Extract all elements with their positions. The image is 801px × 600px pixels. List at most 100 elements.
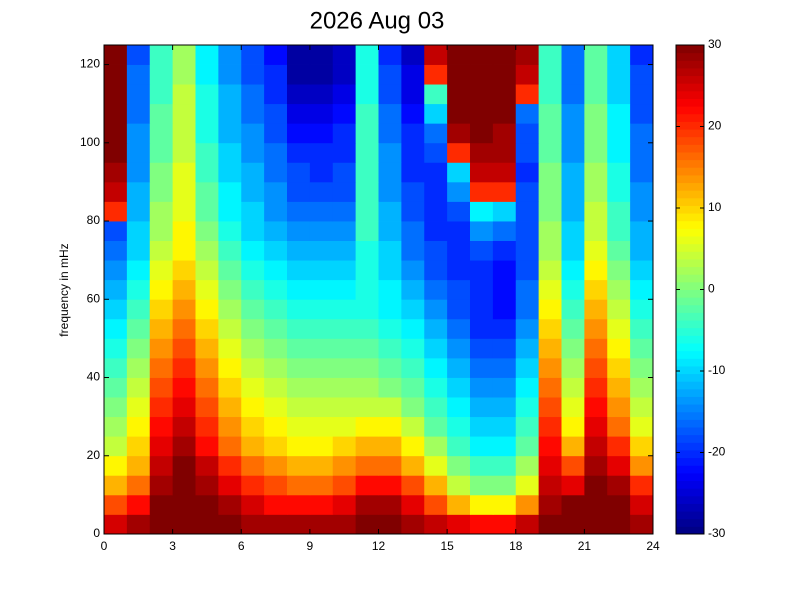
heatmap-cell (378, 123, 402, 144)
colorbar-swatch (676, 220, 704, 229)
heatmap-cell (492, 279, 517, 300)
heatmap-cell (241, 84, 265, 105)
heatmap-cell (104, 181, 128, 202)
colorbar-swatch (676, 449, 704, 459)
heatmap-cell (355, 338, 379, 359)
heatmap-cell (218, 475, 242, 496)
heatmap-cell (241, 64, 265, 85)
y-tick-label: 40 (87, 370, 101, 384)
heatmap-cell (561, 318, 585, 339)
heatmap-cell (447, 338, 471, 359)
heatmap-cell (470, 142, 494, 163)
heatmap-cell (584, 221, 608, 241)
heatmap-cell (126, 240, 151, 261)
heatmap-cell (287, 377, 311, 398)
heatmap-cell (287, 475, 311, 496)
colorbar-swatch (676, 388, 704, 397)
heatmap-cell (630, 416, 654, 437)
heatmap-cell (630, 318, 654, 339)
heatmap-cell (149, 162, 174, 183)
heatmap-cell (515, 64, 540, 85)
heatmap-cell (332, 494, 357, 515)
heatmap-cell (401, 181, 425, 202)
heatmap-cell (424, 318, 448, 339)
heatmap-cell (218, 397, 242, 418)
heatmap-cell (584, 494, 608, 515)
heatmap-cell (515, 240, 540, 261)
heatmap-cell (607, 397, 631, 418)
heatmap-cell (287, 64, 311, 85)
heatmap-cell (447, 377, 471, 398)
heatmap-cell (355, 514, 379, 535)
heatmap-cell (126, 221, 151, 241)
heatmap-cell (126, 103, 151, 124)
heatmap-cell (195, 318, 219, 339)
heatmap-cell (218, 162, 242, 183)
heatmap-cell (355, 318, 379, 339)
heatmap-cell (584, 260, 608, 281)
heatmap-cell (515, 123, 540, 144)
heatmap-cell (241, 123, 265, 144)
heatmap-cell (607, 279, 631, 300)
heatmap-cell (126, 45, 151, 65)
heatmap-cell (218, 514, 242, 535)
colorbar-swatch (676, 396, 704, 405)
colorbar-swatch (676, 243, 704, 252)
heatmap-cell (218, 201, 242, 222)
heatmap-cell (561, 45, 585, 65)
heatmap-cell (607, 45, 631, 65)
heatmap-cell (561, 123, 585, 144)
heatmap-cell (538, 201, 562, 222)
colorbar-swatch (676, 60, 704, 69)
heatmap-cell (218, 279, 242, 300)
heatmap-cell (607, 123, 631, 144)
heatmap-cell (218, 377, 242, 398)
heatmap-cell (218, 436, 242, 457)
heatmap-cell (172, 123, 196, 144)
heatmap-cell (149, 318, 174, 339)
heatmap-cell (264, 142, 288, 163)
heatmap-cell (264, 475, 288, 496)
heatmap-cell (195, 201, 219, 222)
heatmap-cell (355, 475, 379, 496)
heatmap-cell (561, 514, 585, 535)
heatmap-cell (515, 377, 540, 398)
colorbar-swatch (676, 98, 704, 107)
heatmap-cell (195, 103, 219, 124)
heatmap-cell (607, 260, 631, 281)
heatmap-cell (126, 279, 151, 300)
heatmap-cell (355, 45, 379, 65)
heatmap-cell (126, 260, 151, 281)
heatmap-cell (355, 123, 379, 144)
heatmap-cell (470, 64, 494, 85)
heatmap-cell (378, 201, 402, 222)
heatmap-cell (332, 416, 357, 437)
heatmap-cell (401, 221, 425, 241)
heatmap-cell (607, 181, 631, 202)
heatmap-cell (309, 260, 334, 281)
heatmap-cell (378, 338, 402, 359)
heatmap-cell (538, 221, 562, 241)
heatmap-cell (309, 279, 334, 300)
heatmap-cell (195, 142, 219, 163)
heatmap-cell (447, 299, 471, 320)
heatmap-cell (538, 279, 562, 300)
heatmap-cell (470, 377, 494, 398)
heatmap-cell (355, 416, 379, 437)
heatmap-cell (492, 181, 517, 202)
heatmap-cell (561, 416, 585, 437)
colorbar-swatch (676, 129, 704, 138)
heatmap-cell (241, 201, 265, 222)
axes: 0 3 6 9 12 15 18 21 24 0 20 40 60 80 100 120 (80, 44, 660, 553)
x-tick-label: 9 (307, 539, 314, 553)
heatmap-cell (401, 260, 425, 281)
heatmap-cell (630, 240, 654, 261)
x-tick-label: 21 (578, 539, 592, 553)
colorbar-tick-label: 0 (708, 282, 715, 296)
heatmap-cell (264, 201, 288, 222)
heatmap-cell (447, 240, 471, 261)
heatmap-cell (378, 455, 402, 476)
heatmap-cell (607, 514, 631, 535)
heatmap-cell (561, 201, 585, 222)
